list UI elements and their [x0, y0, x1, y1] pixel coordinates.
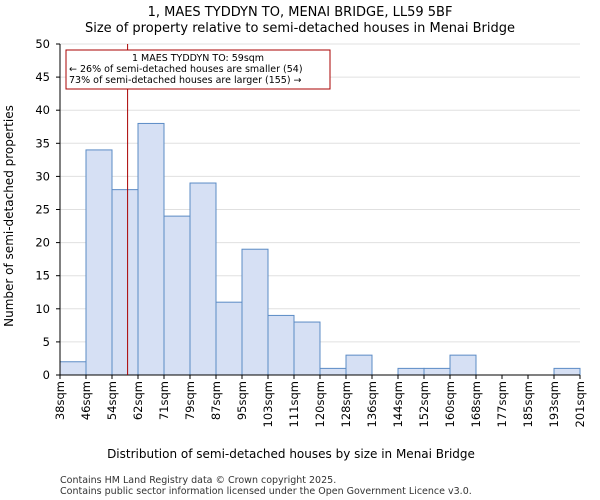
bars	[59, 122, 581, 376]
y-tick-label: 40	[35, 103, 50, 117]
histogram-bar	[85, 149, 113, 376]
histogram-bar	[111, 189, 139, 376]
chart-subtitle: Size of property relative to semi-detach…	[85, 21, 515, 36]
histogram-bar	[163, 215, 191, 376]
x-tick-label: 38sqm	[53, 381, 67, 420]
y-tick-label: 5	[43, 335, 50, 349]
histogram-bar	[449, 354, 477, 376]
y-axis-label: Number of semi-detached properties	[2, 105, 16, 327]
annotation-line-1: 1 MAES TYDDYN TO: 59sqm	[132, 53, 264, 64]
annotation-line-3: 73% of semi-detached houses are larger (…	[69, 75, 302, 86]
y-tick-label: 10	[35, 302, 50, 316]
y-tick-label: 30	[35, 169, 50, 183]
x-tick-label: 79sqm	[183, 381, 197, 420]
x-tick-label: 46sqm	[79, 381, 93, 420]
x-tick-label: 87sqm	[209, 381, 223, 420]
x-axis-label: Distribution of semi-detached houses by …	[107, 447, 475, 461]
histogram-bar	[319, 367, 347, 376]
chart-title: 1, MAES TYDDYN TO, MENAI BRIDGE, LL59 5B…	[148, 5, 453, 20]
x-tick-label: 62sqm	[131, 381, 145, 420]
x-ticks: 38sqm 46sqm 54sqm 62sqm 71sqm 79sqm 87sqm 95sqm…	[53, 375, 587, 427]
y-ticks: 0 5 10 15 20 25 30 35 40 45 50	[35, 37, 60, 382]
x-tick-label: 120sqm	[313, 381, 327, 427]
x-tick-label: 152sqm	[417, 381, 431, 427]
y-tick-label: 0	[43, 368, 50, 382]
y-tick-label: 35	[35, 136, 50, 150]
histogram-bar	[267, 314, 295, 376]
histogram-bar	[215, 301, 243, 376]
x-tick-label: 168sqm	[469, 381, 483, 427]
footer-line-2: Contains public sector information licen…	[60, 486, 472, 497]
annotation-line-2: ← 26% of semi-detached houses are smalle…	[69, 64, 303, 75]
x-tick-label: 54sqm	[105, 381, 119, 420]
x-tick-label: 95sqm	[235, 381, 249, 420]
histogram-bar	[241, 248, 269, 376]
histogram-bar	[137, 122, 165, 376]
x-tick-label: 201sqm	[573, 381, 587, 427]
histogram-bar	[345, 354, 373, 376]
y-tick-label: 50	[35, 37, 50, 51]
y-tick-label: 20	[35, 236, 50, 250]
x-tick-label: 71sqm	[157, 381, 171, 420]
histogram-bar	[423, 367, 451, 376]
y-tick-label: 25	[35, 203, 50, 217]
y-tick-label: 45	[35, 70, 50, 84]
x-tick-label: 136sqm	[365, 381, 379, 427]
x-tick-label: 128sqm	[339, 381, 353, 427]
x-tick-label: 177sqm	[495, 381, 509, 427]
x-tick-label: 160sqm	[443, 381, 457, 427]
histogram-bar	[553, 367, 581, 376]
y-tick-label: 15	[35, 269, 50, 283]
histogram-bar	[397, 367, 425, 376]
histogram-bar	[293, 321, 321, 376]
x-tick-label: 103sqm	[261, 381, 275, 427]
histogram-bar	[59, 361, 87, 376]
x-tick-label: 185sqm	[521, 381, 535, 427]
annotation-border	[65, 49, 331, 90]
footer-line-1: Contains HM Land Registry data © Crown c…	[60, 475, 336, 486]
x-tick-label: 111sqm	[287, 381, 301, 427]
x-tick-label: 193sqm	[547, 381, 561, 427]
x-tick-label: 144sqm	[391, 381, 405, 427]
histogram-bar	[189, 182, 217, 376]
annotation-box: 1 MAES TYDDYN TO: 59sqm ← 26% of semi-de…	[65, 49, 331, 90]
